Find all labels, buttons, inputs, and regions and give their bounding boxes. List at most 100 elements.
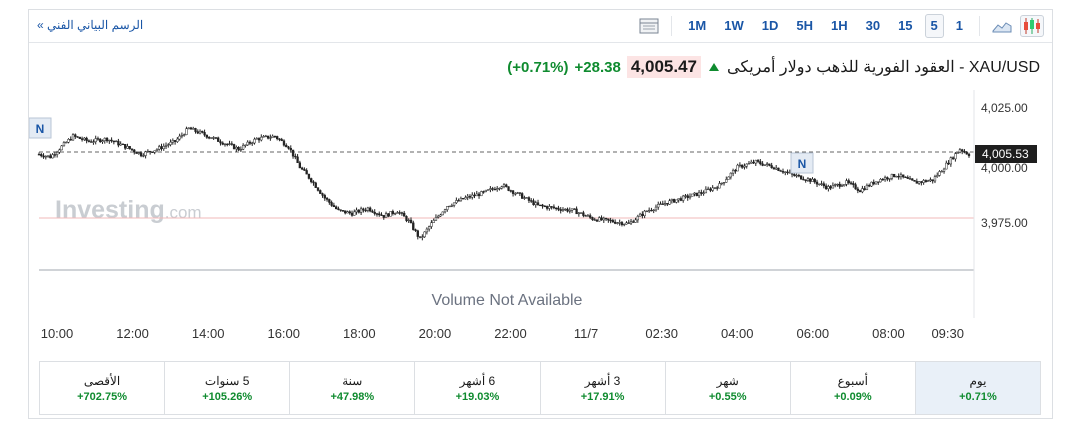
candle-up	[684, 195, 687, 197]
candle-up	[747, 163, 751, 165]
perf-day[interactable]: يوم +0.71%	[914, 362, 1040, 414]
candle-down	[584, 215, 587, 217]
candle-down	[230, 143, 233, 145]
candle-down	[951, 157, 955, 160]
perf-3-months[interactable]: 3 أشهر +17.91%	[539, 362, 665, 414]
candle-down	[160, 146, 163, 150]
candle-down	[965, 151, 968, 155]
perf-week[interactable]: أسبوع +0.09%	[789, 362, 915, 414]
candle-down	[226, 143, 229, 146]
x-tick-label: 22:00	[494, 326, 527, 341]
candle-down	[291, 149, 295, 157]
chart-widget: الرسم البياني الفني » 1M 1W 1D 5H 1H 30 …	[28, 9, 1053, 419]
candle-up	[212, 137, 215, 139]
candle-down	[877, 181, 880, 183]
candle-up	[446, 206, 449, 210]
candle-down	[457, 200, 460, 202]
candle-down	[332, 205, 336, 207]
timeframe-1M[interactable]: 1M	[688, 18, 707, 33]
timeframe-bar: 1M 1W 1D 5H 1H 30 15 5 1	[637, 14, 1044, 38]
perf-year[interactable]: سنة +47.98%	[289, 362, 414, 414]
candle-down	[854, 184, 857, 190]
candle-down	[709, 188, 712, 191]
candle-down	[881, 179, 884, 181]
candle-down	[555, 207, 558, 209]
candle-up	[736, 164, 739, 172]
candle-up	[346, 211, 349, 214]
candle-down	[967, 153, 971, 157]
candle-up	[235, 147, 238, 150]
instrument-header: XAU/USD - العقود الفورية للذهب دولار أمر…	[507, 56, 1040, 78]
candle-down	[595, 219, 599, 222]
candle-up	[534, 202, 537, 206]
candle-down	[287, 146, 290, 149]
candle-down	[266, 135, 270, 139]
candle-down	[37, 154, 41, 156]
perf-6-months[interactable]: 6 أشهر +19.03%	[414, 362, 539, 414]
perf-month[interactable]: شهر +0.55%	[664, 362, 790, 414]
timeframe-5H[interactable]: 5H	[796, 18, 813, 33]
candle-up	[645, 210, 649, 213]
candle-down	[319, 190, 322, 194]
candle-down	[520, 193, 524, 199]
candle-up	[586, 215, 590, 217]
candle-down	[813, 178, 816, 183]
candle-up	[484, 189, 488, 192]
candle-up	[241, 145, 245, 150]
timeframe-5[interactable]: 5	[924, 14, 944, 38]
candle-up	[836, 183, 839, 186]
candle-down	[99, 138, 102, 143]
candle-up	[58, 149, 61, 153]
timeframe-30[interactable]: 30	[865, 18, 881, 33]
candle-up	[843, 184, 846, 187]
candle-up	[711, 187, 714, 191]
timeframe-15[interactable]: 15	[898, 18, 913, 33]
candle-up	[228, 143, 231, 145]
candle-down	[815, 181, 819, 185]
candlestick-icon[interactable]	[1020, 15, 1044, 37]
timeframe-1H[interactable]: 1H	[830, 18, 848, 33]
candle-up	[827, 186, 830, 189]
area-chart-icon[interactable]	[990, 15, 1014, 37]
candle-down	[312, 181, 315, 184]
table-icon[interactable]	[637, 15, 661, 37]
candle-up	[239, 149, 243, 151]
price-chart[interactable]: Investing.com Volume Not Available 4,025…	[29, 90, 1054, 352]
candle-up	[260, 136, 263, 141]
candle-up	[155, 149, 159, 151]
candle-down	[761, 163, 764, 166]
timeframe-1D[interactable]: 1D	[761, 18, 779, 33]
candlestick-chart[interactable]: Investing.com Volume Not Available 4,025…	[29, 90, 1054, 352]
news-marker-left[interactable]: N	[29, 117, 52, 139]
candle-up	[927, 180, 930, 183]
candle-down	[886, 177, 889, 180]
perf-5-years[interactable]: 5 سنوات +105.26%	[164, 362, 289, 414]
technical-chart-link[interactable]: الرسم البياني الفني »	[37, 18, 144, 32]
candle-up	[101, 140, 104, 143]
current-price-tag: 4,005.53	[982, 147, 1029, 161]
candle-up	[108, 139, 111, 142]
candle-down	[777, 167, 780, 171]
candle-up	[765, 163, 769, 165]
candle-down	[305, 170, 308, 175]
timeframe-1[interactable]: 1	[955, 18, 963, 33]
candle-down	[573, 208, 576, 210]
candle-down	[276, 136, 279, 140]
candle-down	[768, 163, 771, 166]
candle-down	[462, 197, 465, 200]
candle-up	[466, 195, 469, 198]
candle-down	[348, 211, 351, 214]
candle-up	[713, 187, 717, 189]
candle-down	[334, 206, 338, 209]
perf-max[interactable]: الأقصى +702.75%	[40, 362, 164, 414]
candle-down	[380, 214, 383, 216]
candle-up	[890, 173, 894, 179]
candle-down	[799, 175, 803, 180]
candle-down	[620, 222, 624, 226]
candle-down	[112, 140, 116, 143]
candle-down	[961, 149, 964, 152]
news-marker-right[interactable]: N	[790, 152, 814, 174]
candle-up	[865, 185, 869, 190]
candle-up	[65, 142, 68, 144]
timeframe-1W[interactable]: 1W	[724, 18, 744, 33]
